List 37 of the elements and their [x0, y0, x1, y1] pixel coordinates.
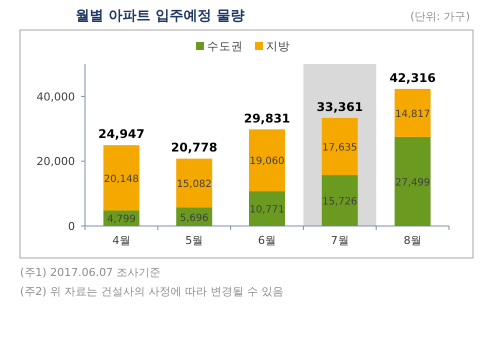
data-label: 19,060	[250, 156, 284, 168]
total-label: 24,947	[98, 127, 145, 142]
bar	[322, 175, 358, 226]
x-tick-label: 7월	[330, 234, 349, 247]
chart-title: 월별 아파트 입주예정 물량	[76, 8, 244, 24]
x-tick-label: 6월	[258, 234, 276, 247]
y-tick-label: 0	[68, 220, 75, 233]
total-label: 33,361	[316, 100, 363, 114]
data-label: 20,148	[104, 174, 139, 185]
legend-label: 지방	[266, 39, 290, 53]
total-label: 29,831	[244, 111, 290, 126]
total-label: 20,778	[171, 140, 218, 155]
data-label: 15,082	[176, 179, 212, 190]
y-tick-label: 40,000	[36, 90, 75, 104]
data-label: 17,635	[322, 142, 358, 154]
y-tick-label: 20,000	[36, 155, 75, 168]
data-label: 27,499	[395, 177, 430, 188]
bar	[176, 158, 212, 208]
x-tick-label: 8월	[404, 234, 422, 247]
data-label: 4,799	[107, 214, 136, 226]
data-label: 15,726	[322, 196, 358, 208]
bar	[249, 191, 285, 226]
bar	[249, 129, 285, 192]
x-tick-label: 4월	[112, 234, 130, 247]
bar	[322, 118, 358, 176]
bar	[394, 136, 431, 226]
text: (주2) 위 자료는 건설사의 사정에 따라 변경될 수 있음	[20, 285, 284, 298]
total-label: 42,316	[389, 70, 436, 85]
x-tick-label: 5월	[185, 234, 204, 247]
bar	[103, 145, 140, 210]
bar	[394, 88, 431, 137]
data-label: 10,771	[250, 204, 284, 216]
text: (주1) 2017.06.07 조사기준	[20, 266, 161, 279]
chart-subtitle: (단위: 가구)	[410, 10, 470, 23]
legend-label: 수도권	[207, 39, 243, 53]
data-label: 14,817	[395, 108, 430, 120]
data-label: 5,696	[180, 212, 209, 224]
